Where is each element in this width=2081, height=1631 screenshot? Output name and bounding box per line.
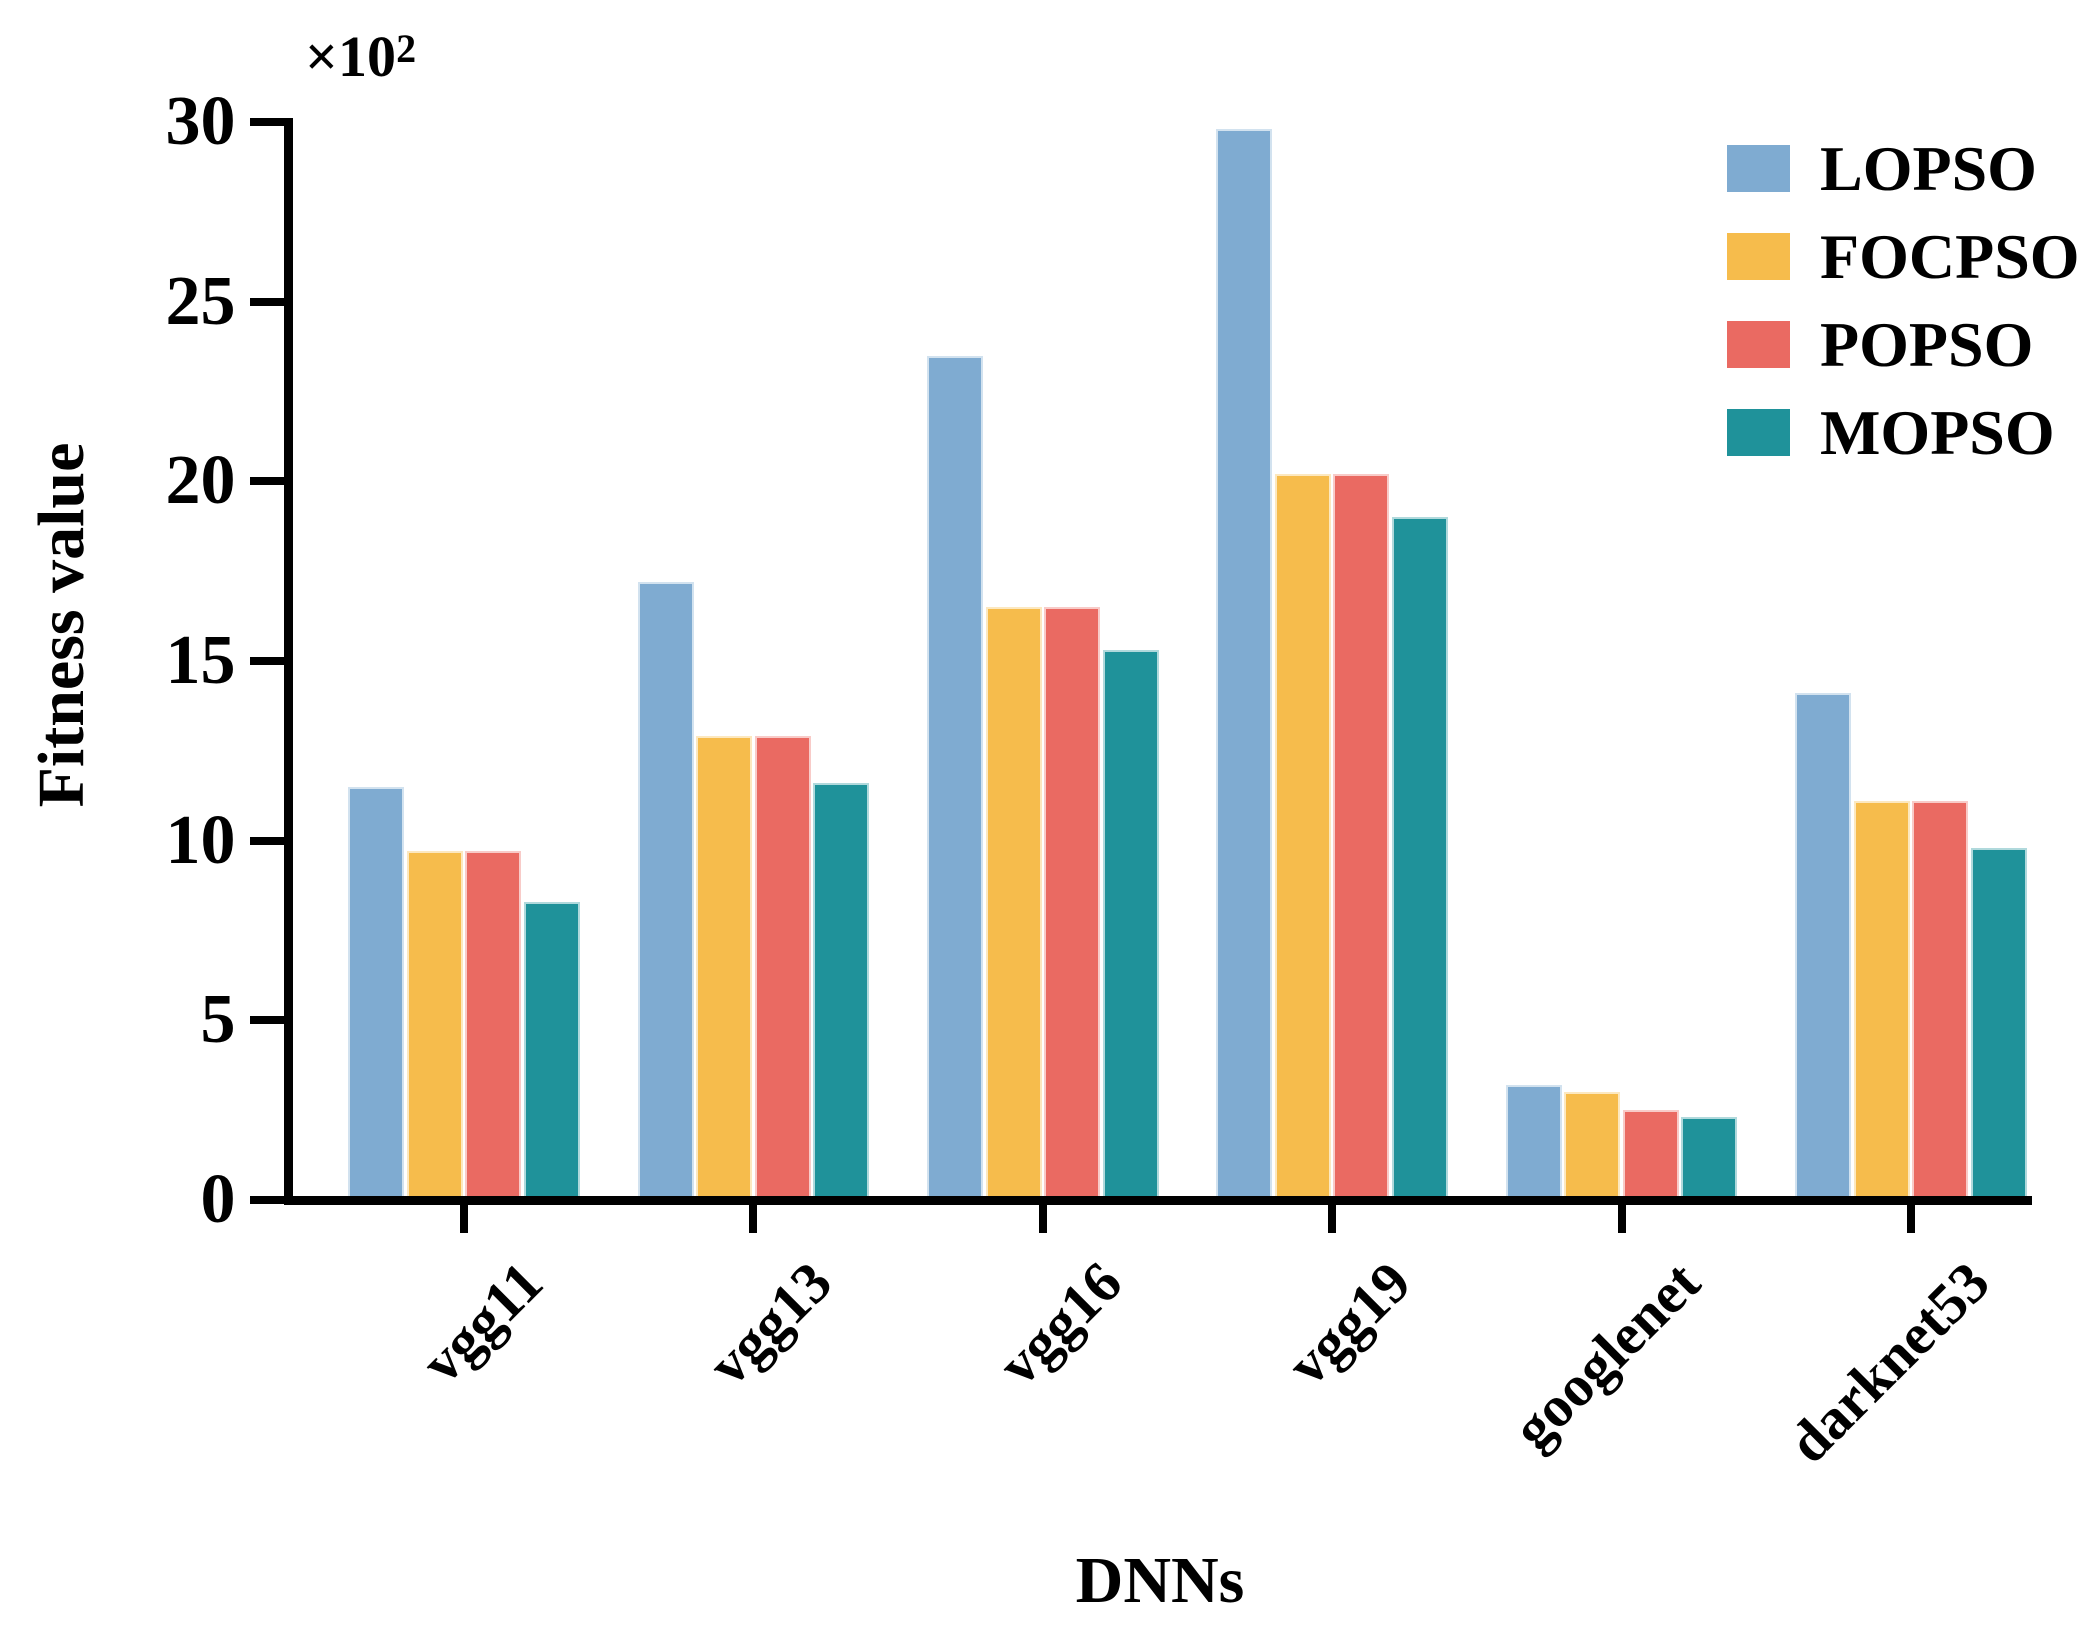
x-tick-mark (1907, 1204, 1915, 1233)
legend-label: POPSO (1820, 308, 2034, 380)
y-tick-mark (249, 477, 284, 486)
y-tick-mark (249, 657, 284, 665)
bar-mopso-googlenet (1681, 1117, 1738, 1200)
bar-lopso-vgg19 (1216, 129, 1273, 1200)
y-tick-label: 15 (165, 622, 236, 699)
bar-mopso-darknet53 (1970, 847, 2027, 1200)
y-tick-label: 25 (165, 262, 236, 340)
legend-item-mopso: MOPSO (1727, 400, 2055, 464)
bar-popso-darknet53 (1912, 801, 1969, 1200)
y-tick-mark (249, 118, 284, 126)
x-tick-label-darknet53: darknet53 (1776, 1249, 2003, 1476)
legend-item-lopso: LOPSO (1727, 136, 2037, 200)
bar-lopso-googlenet (1505, 1085, 1562, 1200)
legend-swatch-lopso (1727, 145, 1790, 192)
x-tick-label-vgg16: vgg16 (985, 1249, 1134, 1398)
bar-lopso-vgg11 (348, 786, 405, 1200)
bar-lopso-vgg16 (927, 355, 984, 1200)
x-tick-label-vgg13: vgg13 (696, 1249, 845, 1398)
y-axis-multiplier-exponent: 2 (396, 26, 417, 71)
bar-popso-vgg13 (754, 736, 811, 1200)
y-tick-label: 30 (165, 83, 236, 160)
legend-swatch-mopso (1727, 409, 1790, 456)
x-tick-label-vgg11: vgg11 (408, 1249, 556, 1396)
bar-mopso-vgg13 (813, 783, 870, 1200)
x-tick-label-googlenet: googlenet (1500, 1249, 1713, 1462)
y-axis-line (283, 117, 293, 1205)
bar-popso-vgg11 (465, 851, 522, 1200)
x-axis-line (283, 1195, 2032, 1205)
bar-lopso-vgg13 (637, 581, 694, 1200)
y-axis-label: Fitness value (25, 442, 98, 808)
bar-focpso-vgg13 (696, 736, 753, 1200)
legend-label: FOCPSO (1820, 220, 2080, 292)
bar-focpso-vgg19 (1274, 474, 1331, 1200)
y-tick-mark (249, 297, 284, 306)
y-axis-multiplier: ×102 (305, 28, 416, 86)
y-tick-label: 5 (200, 981, 236, 1059)
y-tick-mark (249, 836, 284, 845)
x-tick-mark (460, 1204, 468, 1233)
bar-mopso-vgg16 (1102, 650, 1159, 1200)
legend-label: MOPSO (1820, 396, 2055, 468)
y-tick-mark (249, 1016, 284, 1025)
bar-popso-vgg19 (1333, 474, 1390, 1200)
x-axis-label: DNNs (1075, 1544, 1245, 1617)
bar-popso-vgg16 (1044, 607, 1101, 1200)
y-tick-label: 20 (165, 442, 236, 520)
legend-item-focpso: FOCPSO (1727, 224, 2080, 288)
bar-focpso-vgg11 (406, 851, 463, 1200)
y-tick-label: 0 (200, 1161, 236, 1238)
legend-swatch-popso (1727, 321, 1790, 368)
y-axis-multiplier-base: ×10 (305, 24, 397, 89)
bar-focpso-vgg16 (985, 607, 1042, 1200)
y-tick-label: 10 (165, 801, 236, 879)
x-tick-mark (749, 1204, 758, 1233)
x-tick-mark (1617, 1204, 1626, 1233)
legend-label: LOPSO (1820, 132, 2037, 204)
bar-focpso-googlenet (1564, 1092, 1621, 1200)
x-tick-mark (1038, 1204, 1047, 1233)
legend-item-popso: POPSO (1727, 312, 2033, 376)
bar-focpso-darknet53 (1853, 801, 1910, 1200)
x-tick-mark (1328, 1204, 1337, 1233)
bar-popso-googlenet (1622, 1110, 1679, 1200)
legend-swatch-focpso (1727, 233, 1790, 280)
bar-lopso-darknet53 (1795, 693, 1852, 1200)
y-tick-mark (249, 1196, 284, 1204)
bar-mopso-vgg19 (1391, 517, 1448, 1200)
x-tick-label-vgg19: vgg19 (1274, 1249, 1424, 1398)
bar-mopso-vgg11 (523, 901, 580, 1200)
